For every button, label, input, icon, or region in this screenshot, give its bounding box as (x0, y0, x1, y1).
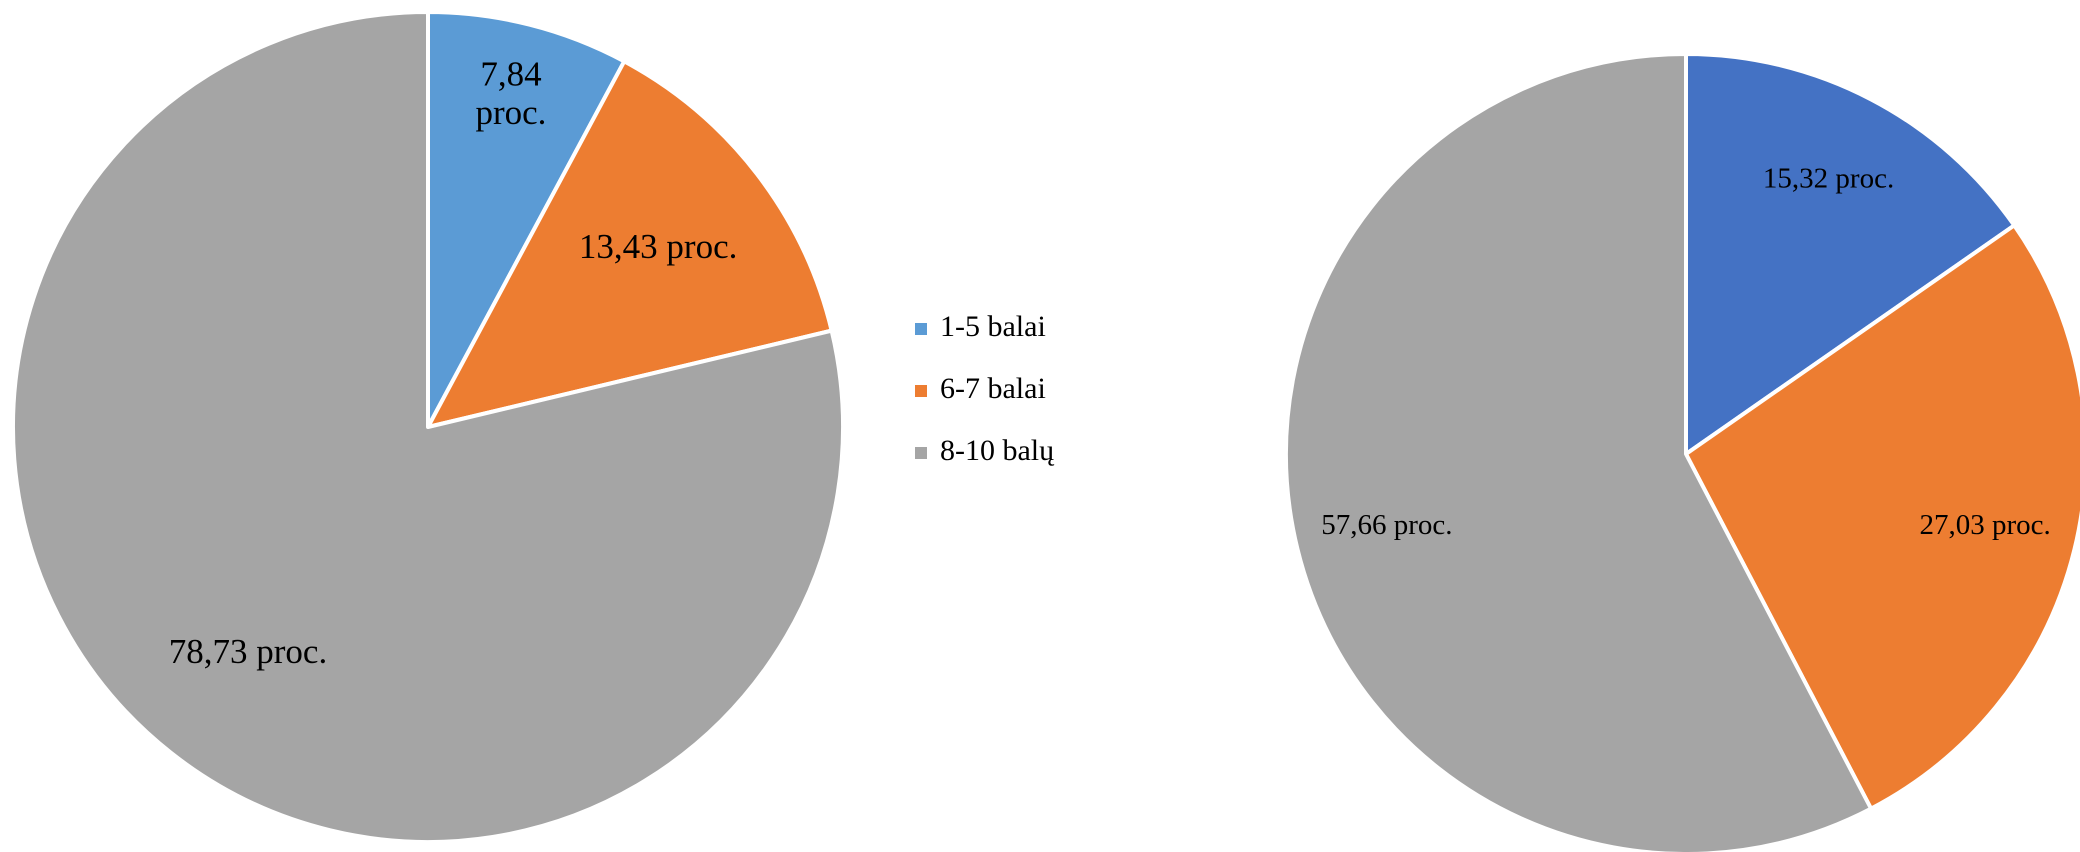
pie-slice (11, 10, 845, 844)
legend-swatch (915, 385, 927, 397)
data-label: 78,73 proc. (169, 632, 327, 671)
legend-label: 8-10 balų (940, 434, 1055, 467)
legend-label: 1-5 balai (940, 310, 1046, 343)
data-label: 13,43 proc. (579, 227, 737, 266)
pie-slice (426, 59, 834, 429)
legend-label: 6-7 balai (940, 372, 1046, 405)
data-label: 27,03 proc. (1919, 509, 2050, 541)
data-label: 7,84 proc. (475, 55, 546, 133)
data-label: 57,66 proc. (1321, 509, 1452, 541)
data-label: 15,32 proc. (1763, 163, 1894, 195)
pie-slice (1684, 223, 2080, 811)
legend-swatch (915, 447, 927, 459)
pie-slice (1684, 52, 2017, 456)
pie-slice (426, 10, 627, 429)
legend-swatch (915, 323, 927, 335)
pie-slice (1284, 52, 1874, 852)
